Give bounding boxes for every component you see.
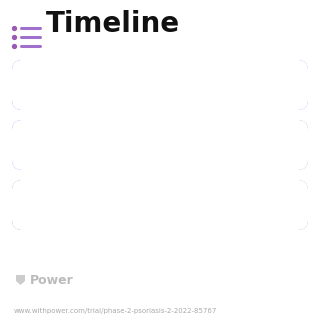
FancyBboxPatch shape	[12, 120, 308, 170]
Text: Follow ups ~: Follow ups ~	[30, 198, 115, 212]
FancyBboxPatch shape	[12, 180, 308, 230]
Text: enrollment to week 52: enrollment to week 52	[143, 198, 294, 212]
FancyBboxPatch shape	[12, 60, 308, 110]
Polygon shape	[16, 275, 25, 285]
Text: Power: Power	[30, 273, 74, 286]
Text: Treatment ~: Treatment ~	[30, 139, 113, 151]
Text: Screening ~: Screening ~	[30, 78, 112, 92]
Text: www.withpower.com/trial/phase-2-psoriasis-2-2022-85767: www.withpower.com/trial/phase-2-psoriasi…	[14, 308, 217, 314]
Text: Varies: Varies	[253, 139, 294, 151]
Text: 3 weeks: 3 weeks	[239, 78, 294, 92]
Text: Timeline: Timeline	[46, 10, 180, 38]
